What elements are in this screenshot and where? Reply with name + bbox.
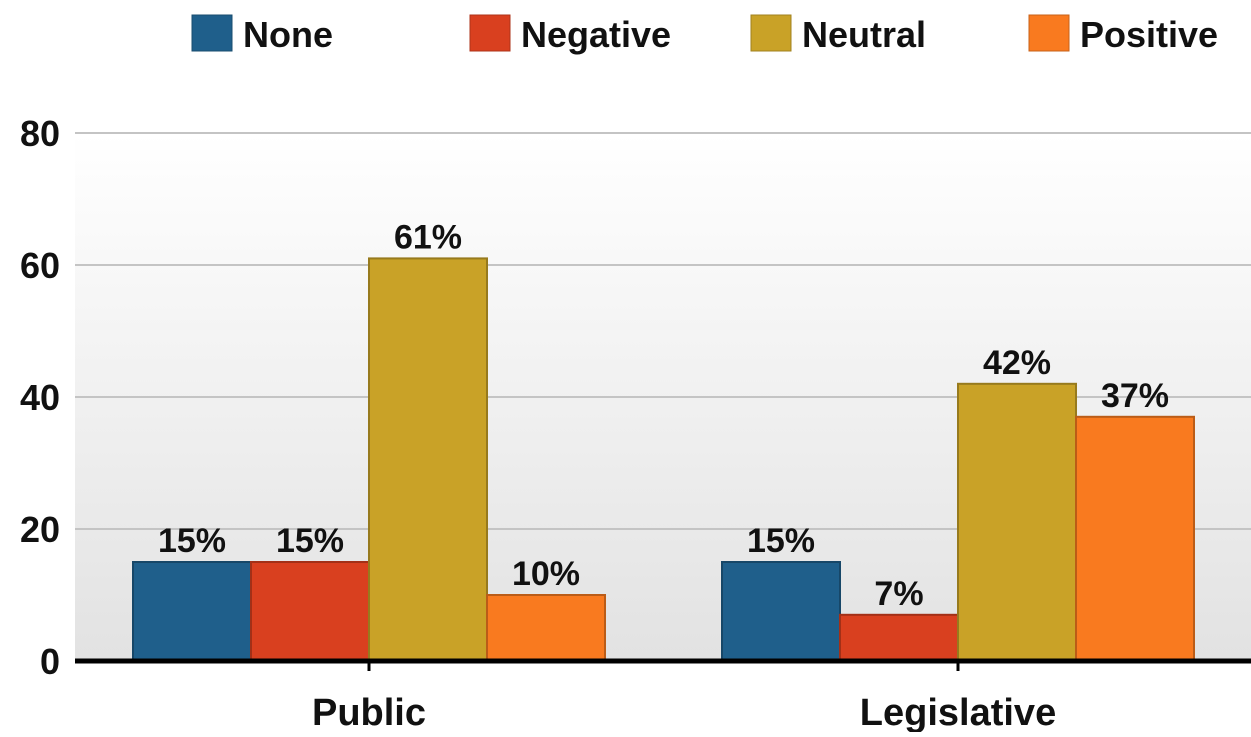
y-axis-ticks: 0 20 40 60 80 — [20, 113, 60, 682]
x-axis: Public Legislative — [75, 658, 1251, 734]
x-tick-label: Legislative — [860, 692, 1056, 732]
bar-neutral — [368, 257, 488, 662]
bar-positive — [1075, 415, 1195, 662]
legend-label: Negative — [521, 14, 671, 55]
bar-negative — [250, 561, 370, 662]
bar-none — [721, 561, 841, 662]
legend-swatch — [750, 14, 792, 52]
y-tick-label: 80 — [20, 113, 60, 154]
data-label: 15% — [276, 522, 344, 560]
data-label: 7% — [874, 575, 923, 613]
y-tick-label: 20 — [20, 509, 60, 550]
y-tick-label: 0 — [40, 641, 60, 682]
legend-swatch — [1028, 14, 1070, 52]
data-label: 42% — [983, 344, 1051, 382]
legend-label: Positive — [1080, 14, 1218, 55]
bar-negative — [839, 613, 959, 662]
legend-label: None — [243, 14, 333, 55]
x-tick-label: Public — [312, 692, 426, 732]
data-label: 37% — [1101, 377, 1169, 415]
bar-positive — [486, 594, 606, 662]
y-tick-label: 60 — [20, 245, 60, 286]
legend-label: Neutral — [802, 14, 926, 55]
bar-none — [132, 561, 252, 662]
legend-swatch — [191, 14, 233, 52]
bar-neutral — [957, 382, 1077, 662]
legend-swatch — [469, 14, 511, 52]
data-label: 15% — [158, 522, 226, 560]
data-label: 10% — [512, 555, 580, 593]
bars: 15% 15% 61% 10% 15% 7% 42% 37% — [132, 218, 1195, 662]
data-label: 61% — [394, 218, 462, 256]
y-tick-label: 40 — [20, 377, 60, 418]
legend: None Negative Neutral Positive — [191, 14, 1218, 55]
data-label: 15% — [747, 522, 815, 560]
